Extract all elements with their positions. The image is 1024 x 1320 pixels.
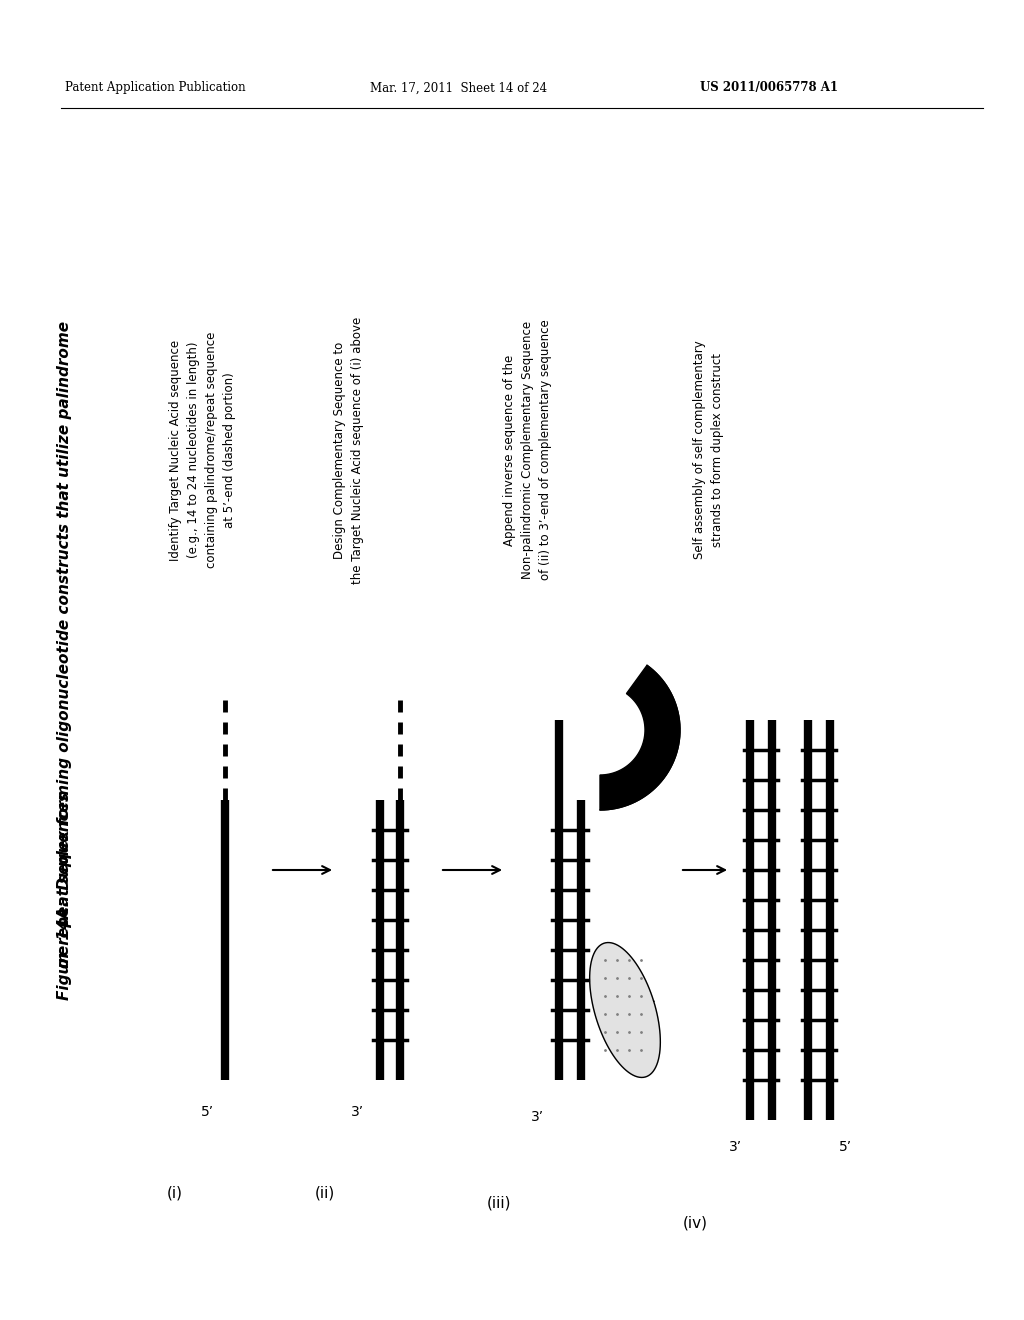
Text: Append inverse sequence of the: Append inverse sequence of the xyxy=(504,354,516,545)
Text: (i): (i) xyxy=(167,1185,183,1200)
Text: Patent Application Publication: Patent Application Publication xyxy=(65,82,246,95)
Text: Non-palindromic Complementary Sequence: Non-palindromic Complementary Sequence xyxy=(521,321,535,579)
Text: the Target Nucleic Acid sequence of (i) above: the Target Nucleic Acid sequence of (i) … xyxy=(351,317,365,583)
Text: 3’: 3’ xyxy=(530,1110,544,1125)
Text: Identify Target Nucleic Acid sequence: Identify Target Nucleic Acid sequence xyxy=(169,339,181,561)
Text: 3’: 3’ xyxy=(351,1105,365,1119)
Text: Self assembly of self complementary: Self assembly of self complementary xyxy=(693,341,707,560)
Text: or repeat sequences: or repeat sequences xyxy=(57,792,73,968)
Text: US 2011/0065778 A1: US 2011/0065778 A1 xyxy=(700,82,838,95)
Text: of (ii) to 3’-end of complementary sequence: of (ii) to 3’-end of complementary seque… xyxy=(540,319,553,581)
Text: 3’: 3’ xyxy=(728,1140,741,1154)
Polygon shape xyxy=(600,665,680,810)
Text: Design Complementary Sequence to: Design Complementary Sequence to xyxy=(334,342,346,558)
Text: strands to form duplex construct: strands to form duplex construct xyxy=(712,352,725,546)
Text: containing palindrome/repeat sequence: containing palindrome/repeat sequence xyxy=(205,331,217,568)
Text: 5’: 5’ xyxy=(839,1140,852,1154)
Text: Mar. 17, 2011  Sheet 14 of 24: Mar. 17, 2011 Sheet 14 of 24 xyxy=(370,82,547,95)
Text: 5’: 5’ xyxy=(201,1105,214,1119)
Polygon shape xyxy=(590,942,660,1077)
Text: (iv): (iv) xyxy=(683,1214,708,1230)
Text: (ii): (ii) xyxy=(314,1185,335,1200)
Text: at 5’-end (dashed portion): at 5’-end (dashed portion) xyxy=(222,372,236,528)
Text: (iii): (iii) xyxy=(486,1195,511,1210)
Text: (e.g., 14 to 24 nucleotides in length): (e.g., 14 to 24 nucleotides in length) xyxy=(186,342,200,558)
Text: Figure 14A:  Duplex forming oligonucleotide constructs that utilize palindrome: Figure 14A: Duplex forming oligonucleoti… xyxy=(57,321,73,999)
